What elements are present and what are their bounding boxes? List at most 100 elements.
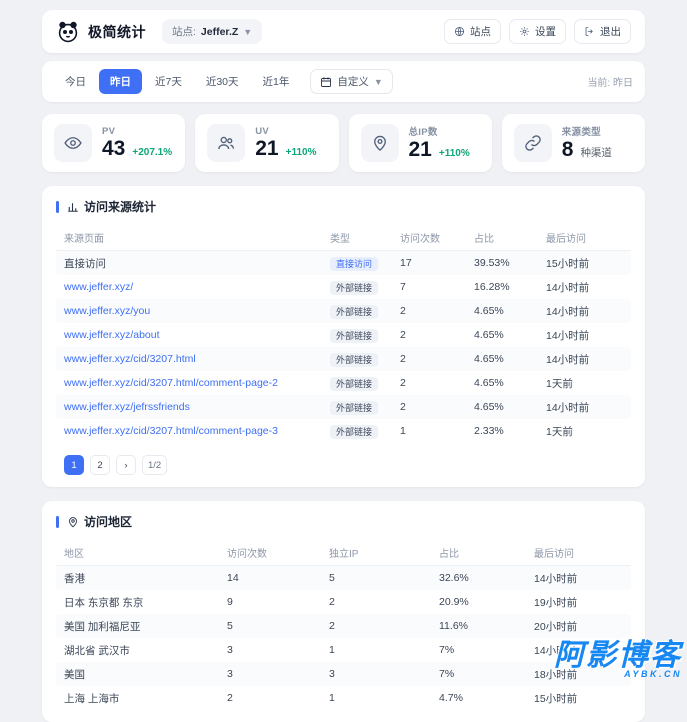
source-page-link[interactable]: www.jeffer.xyz/about xyxy=(64,329,160,341)
stat-delta: +110% xyxy=(285,146,317,158)
visit-count: 14 xyxy=(227,572,239,584)
last-visit-time: 14小时前 xyxy=(534,644,578,657)
ratio-value: 32.6% xyxy=(439,572,469,584)
visit-count: 2 xyxy=(400,377,406,389)
next-page-button[interactable]: › xyxy=(116,455,136,475)
chevron-down-icon: ▼ xyxy=(373,76,383,87)
visit-count: 7 xyxy=(400,281,406,293)
source-table-row: www.jeffer.xyz/cid/3207.html/comment-pag… xyxy=(56,371,631,395)
users-icon xyxy=(207,124,246,162)
link-icon xyxy=(513,124,552,162)
pagination: 1 2 › 1/2 xyxy=(56,453,631,475)
page-2-button[interactable]: 2 xyxy=(90,455,110,475)
time-range-bar: 今日 昨日 近7天 近30天 近1年 自定义 ▼ 当前: 昨日 xyxy=(42,61,645,102)
visit-count: 2 xyxy=(400,401,406,413)
stat-uv: UV 21 +110% xyxy=(195,114,339,172)
column-header: 访问次数 xyxy=(227,549,267,560)
last-visit-time: 14小时前 xyxy=(546,401,590,414)
ratio-value: 16.28% xyxy=(474,281,510,293)
stat-pv: PV 43 +207.1% xyxy=(42,114,186,172)
stat-label: UV xyxy=(255,125,270,137)
region-table-row: 日本 东京都 东京 9 2 20.9% 19小时前 xyxy=(56,590,631,614)
header-actions: 站点 设置 退出 xyxy=(444,19,631,44)
region-name: 湖北省 武汉市 xyxy=(64,644,130,657)
last-visit-time: 14小时前 xyxy=(546,305,590,318)
last-visit-time: 19小时前 xyxy=(534,596,578,609)
visit-count: 2 xyxy=(400,329,406,341)
tab-today[interactable]: 今日 xyxy=(54,69,97,94)
region-name: 美国 xyxy=(64,668,85,681)
section-header: 访问来源统计 xyxy=(56,198,631,215)
map-pin-icon xyxy=(67,516,79,528)
last-visit-time: 14小时前 xyxy=(546,329,590,342)
site-selector-label: 站点: xyxy=(172,26,196,38)
source-page-link[interactable]: 直接访问 xyxy=(64,257,106,270)
source-page-link[interactable]: www.jeffer.xyz/you xyxy=(64,305,151,317)
app-title: 极简统计 xyxy=(88,23,146,40)
custom-range-label: 自定义 xyxy=(337,76,369,88)
ratio-value: 4.65% xyxy=(474,401,504,413)
stat-delta: 种渠道 xyxy=(580,147,612,160)
column-header: 类型 xyxy=(330,234,350,245)
site-selector[interactable]: 站点: Jeffer.Z ▼ xyxy=(162,19,263,44)
source-page-link[interactable]: www.jeffer.xyz/cid/3207.html/comment-pag… xyxy=(64,377,278,389)
tab-last-1-year[interactable]: 近1年 xyxy=(252,69,301,94)
page-1-button[interactable]: 1 xyxy=(64,455,84,475)
accent-bar xyxy=(56,515,59,528)
source-page-link[interactable]: www.jeffer.xyz/cid/3207.html xyxy=(64,353,196,365)
source-type-badge: 外部链接 xyxy=(330,304,379,319)
settings-button[interactable]: 设置 xyxy=(509,19,566,44)
source-table-row: www.jeffer.xyz/cid/3207.html 外部链接 2 4.65… xyxy=(56,347,631,371)
visit-count: 9 xyxy=(227,596,233,608)
visit-count: 1 xyxy=(400,425,406,437)
unique-ip-count: 2 xyxy=(329,596,335,608)
visit-count: 2 xyxy=(400,305,406,317)
chevron-down-icon: ▼ xyxy=(243,26,253,37)
site-selector-value: Jeffer.Z xyxy=(200,25,239,38)
custom-range-button[interactable]: 自定义 ▼ xyxy=(310,69,393,94)
last-visit-time: 15小时前 xyxy=(534,692,578,705)
source-page-link[interactable]: www.jeffer.xyz/ xyxy=(64,281,134,293)
regions-table-body: 香港 14 5 32.6% 14小时前 日本 东京都 东京 9 2 20.9% … xyxy=(56,566,631,710)
column-header: 来源页面 xyxy=(64,234,104,245)
site-button[interactable]: 站点 xyxy=(444,19,501,44)
stat-delta: +110% xyxy=(438,148,470,160)
accent-bar xyxy=(56,200,59,213)
gear-icon xyxy=(519,26,530,37)
globe-icon xyxy=(454,26,465,37)
map-pin-icon xyxy=(360,124,399,162)
column-header: 最后访问 xyxy=(534,549,574,560)
last-visit-time: 1天前 xyxy=(546,425,573,438)
last-visit-time: 20小时前 xyxy=(534,620,578,633)
source-table-row: www.jeffer.xyz/jefrssfriends 外部链接 2 4.65… xyxy=(56,395,631,419)
ratio-value: 4.65% xyxy=(474,329,504,341)
sources-table-body: 直接访问 直接访问 17 39.53% 15小时前 www.jeffer.xyz… xyxy=(56,251,631,443)
tab-yesterday[interactable]: 昨日 xyxy=(99,69,142,94)
source-type-badge: 外部链接 xyxy=(330,424,379,439)
visit-count: 17 xyxy=(400,257,412,269)
tab-last-7-days[interactable]: 近7天 xyxy=(144,69,193,94)
logout-button[interactable]: 退出 xyxy=(574,19,631,44)
column-header: 最后访问 xyxy=(546,234,586,245)
column-header: 地区 xyxy=(64,549,84,560)
ratio-value: 11.6% xyxy=(439,620,468,632)
section-header: 访问地区 xyxy=(56,513,631,530)
source-table-row: www.jeffer.xyz/about 外部链接 2 4.65% 14小时前 xyxy=(56,323,631,347)
source-page-link[interactable]: www.jeffer.xyz/jefrssfriends xyxy=(64,401,190,413)
stat-value: 21 xyxy=(255,136,279,160)
tab-last-30-days[interactable]: 近30天 xyxy=(195,69,250,94)
regions-table-header: 地区 访问次数 独立IP 占比 最后访问 xyxy=(56,540,631,566)
last-visit-time: 14小时前 xyxy=(546,281,590,294)
last-visit-time: 1天前 xyxy=(546,377,573,390)
region-table-row: 美国 加利福尼亚 5 2 11.6% 20小时前 xyxy=(56,614,631,638)
last-visit-time: 14小时前 xyxy=(546,353,590,366)
column-header: 访问次数 xyxy=(400,234,440,245)
last-visit-time: 15小时前 xyxy=(546,257,590,270)
source-page-link[interactable]: www.jeffer.xyz/cid/3207.html/comment-pag… xyxy=(64,425,278,437)
source-table-row: www.jeffer.xyz/ 外部链接 7 16.28% 14小时前 xyxy=(56,275,631,299)
ratio-value: 20.9% xyxy=(439,596,469,608)
column-header: 占比 xyxy=(474,234,494,245)
ratio-value: 4.65% xyxy=(474,377,504,389)
source-type-badge: 外部链接 xyxy=(330,352,379,367)
